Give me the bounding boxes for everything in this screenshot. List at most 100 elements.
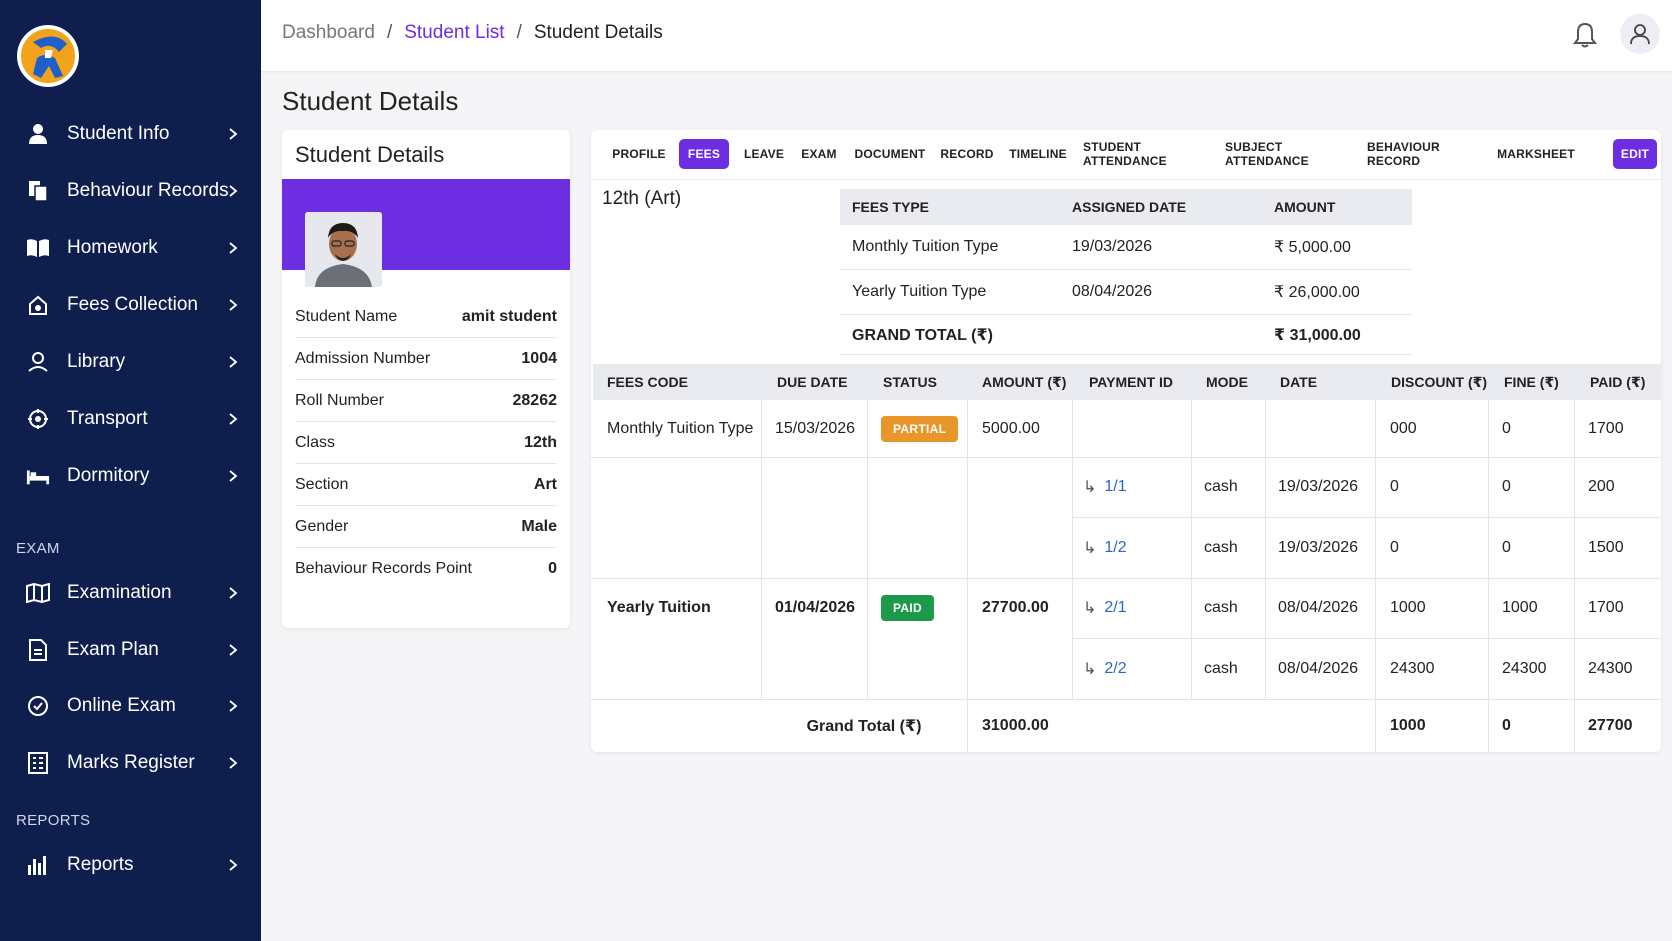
header-discount: DISCOUNT (₹) bbox=[1391, 373, 1488, 390]
due-date-monthly: 15/03/2026 bbox=[775, 419, 856, 437]
tab-behaviour-record[interactable]: BEHAVIOUR RECORD bbox=[1367, 140, 1440, 168]
amount-monthly: 5000.00 bbox=[982, 419, 1040, 437]
breadcrumb-dashboard[interactable]: Dashboard bbox=[282, 22, 375, 43]
chevron-right-icon bbox=[229, 356, 238, 368]
sidebar-item-label: Behaviour Records bbox=[67, 180, 229, 201]
header-payment-id: PAYMENT ID bbox=[1089, 374, 1174, 390]
column-divider bbox=[967, 400, 968, 752]
fees-code-monthly: Monthly Tuition Type bbox=[607, 419, 754, 437]
bell-icon[interactable] bbox=[1572, 21, 1598, 49]
sidebar-item-marks-register[interactable]: Marks Register bbox=[0, 741, 261, 785]
header-status: STATUS bbox=[883, 374, 937, 390]
info-key: Class bbox=[295, 433, 336, 451]
grand-total-amount: 31000.00 bbox=[982, 716, 1049, 734]
sidebar-item-homework[interactable]: Homework bbox=[0, 226, 261, 270]
info-row-admission-number: Admission Number 1004 bbox=[295, 338, 557, 380]
info-key: Roll Number bbox=[295, 391, 384, 409]
tab-subject-attendance[interactable]: SUBJECT ATTENDANCE bbox=[1225, 140, 1309, 168]
tab-fees[interactable]: FEES bbox=[679, 139, 729, 169]
column-divider bbox=[1191, 400, 1192, 699]
summary-header: FEES TYPE ASSIGNED DATE AMOUNT bbox=[840, 189, 1412, 225]
app-logo-icon[interactable] bbox=[15, 22, 81, 94]
grand-total-label: Grand Total (₹) bbox=[806, 717, 922, 735]
payment-discount: 0 bbox=[1390, 538, 1399, 556]
breadcrumb-student-list[interactable]: Student List bbox=[404, 22, 505, 43]
edit-button[interactable]: EDIT bbox=[1613, 139, 1657, 169]
column-divider bbox=[1072, 400, 1073, 699]
payment-mode: cash bbox=[1204, 599, 1238, 616]
header-fine: FINE (₹) bbox=[1504, 373, 1559, 390]
paid-monthly: 1700 bbox=[1588, 419, 1624, 437]
header-assigned-date: ASSIGNED DATE bbox=[1072, 199, 1187, 215]
payment-id-link[interactable]: 2/1 bbox=[1104, 599, 1127, 616]
chevron-right-icon bbox=[229, 242, 238, 254]
info-key: Gender bbox=[295, 517, 349, 535]
tab-student-attendance[interactable]: STUDENT ATTENDANCE bbox=[1083, 140, 1167, 168]
info-value: Male bbox=[521, 517, 557, 535]
info-row-class: Class 12th bbox=[295, 422, 557, 464]
status-cell: PAID bbox=[881, 578, 934, 638]
column-divider bbox=[1375, 400, 1376, 752]
row-divider bbox=[1072, 638, 1661, 639]
payment-id-link[interactable]: 2/2 bbox=[1104, 659, 1127, 677]
sidebar-item-reports[interactable]: Reports bbox=[0, 843, 261, 887]
summary-date: 19/03/2026 bbox=[1072, 238, 1153, 255]
tab-record[interactable]: RECORD bbox=[940, 147, 994, 161]
student-photo bbox=[305, 212, 382, 287]
column-divider bbox=[867, 400, 868, 699]
tab-profile[interactable]: PROFILE bbox=[612, 147, 666, 161]
subdirectory-arrow-icon: ↳ bbox=[1083, 539, 1097, 557]
bar-chart-icon bbox=[26, 853, 50, 877]
sidebar-item-label: Library bbox=[67, 351, 126, 372]
user-avatar[interactable] bbox=[1620, 14, 1660, 54]
grand-total-discount: 1000 bbox=[1390, 716, 1426, 734]
info-value: amit student bbox=[461, 307, 557, 325]
summary-row: Yearly Tuition Type 08/04/2026 ₹ 26,000.… bbox=[840, 270, 1412, 315]
sidebar-item-dormitory[interactable]: Dormitory bbox=[0, 454, 261, 498]
header-due-date: DUE DATE bbox=[777, 374, 848, 390]
sidebar-item-fees-collection[interactable]: Fees Collection bbox=[0, 283, 261, 327]
tab-timeline[interactable]: TIMELINE bbox=[1009, 147, 1067, 161]
tab-leave[interactable]: LEAVE bbox=[743, 147, 785, 161]
column-divider bbox=[1488, 400, 1489, 752]
sidebar-item-exam-plan[interactable]: Exam Plan bbox=[0, 628, 261, 672]
chevron-right-icon bbox=[229, 587, 238, 599]
sidebar-item-examination[interactable]: Examination bbox=[0, 571, 261, 615]
payment-date: 08/04/2026 bbox=[1278, 659, 1359, 677]
sidebar-item-label: Homework bbox=[67, 237, 158, 258]
info-value: Art bbox=[533, 475, 557, 493]
sidebar-item-library[interactable]: Library bbox=[0, 340, 261, 384]
bed-icon bbox=[26, 464, 50, 488]
payment-id-cell: ↳ 1/1 bbox=[1083, 457, 1127, 517]
documents-icon bbox=[26, 179, 50, 203]
column-divider bbox=[1574, 400, 1575, 752]
class-label: 12th (Art) bbox=[602, 188, 682, 209]
summary-grand-total-row: GRAND TOTAL (₹) ₹ 31,000.00 bbox=[840, 315, 1412, 355]
summary-fees-type: Monthly Tuition Type bbox=[852, 238, 999, 255]
student-photo-icon bbox=[305, 212, 382, 287]
payment-id-link[interactable]: 1/2 bbox=[1104, 538, 1127, 556]
tab-exam[interactable]: EXAM bbox=[801, 147, 837, 161]
tab-marksheet[interactable]: MARKSHEET bbox=[1497, 147, 1575, 161]
payment-mode: cash bbox=[1204, 538, 1238, 556]
fees-card: PROFILE FEES LEAVE EXAM DOCUMENT RECORD … bbox=[591, 130, 1661, 752]
info-value: 0 bbox=[548, 560, 557, 577]
sidebar-item-online-exam[interactable]: Online Exam bbox=[0, 684, 261, 728]
sidebar-item-label: Online Exam bbox=[67, 695, 176, 716]
payment-mode: cash bbox=[1204, 478, 1238, 495]
info-row-roll-number: Roll Number 28262 bbox=[295, 380, 557, 422]
payment-id-link[interactable]: 1/1 bbox=[1104, 478, 1127, 495]
sidebar-item-behaviour-records[interactable]: Behaviour Records bbox=[0, 169, 261, 213]
sidebar-item-student-info[interactable]: Student Info bbox=[0, 112, 261, 156]
summary-grand-total-label: GRAND TOTAL (₹) bbox=[852, 326, 993, 344]
discount-monthly: 000 bbox=[1390, 419, 1417, 437]
tab-document[interactable]: DOCUMENT bbox=[854, 147, 926, 161]
info-key: Behaviour Records Point bbox=[295, 560, 472, 577]
subdirectory-arrow-icon: ↳ bbox=[1083, 479, 1097, 496]
info-row-behaviour-points: Behaviour Records Point 0 bbox=[295, 548, 557, 590]
summary-fees-type: Yearly Tuition Type bbox=[852, 283, 987, 300]
sidebar-item-transport[interactable]: Transport bbox=[0, 397, 261, 441]
breadcrumb-separator: / bbox=[516, 22, 522, 43]
chevron-right-icon bbox=[229, 413, 238, 425]
payment-paid: 1700 bbox=[1588, 599, 1624, 616]
